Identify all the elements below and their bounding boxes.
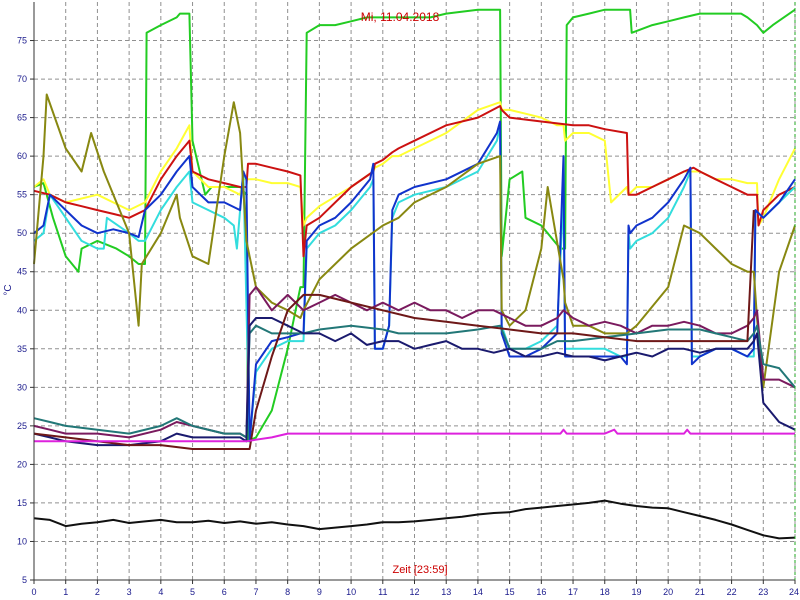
series-line-0	[33, 8, 796, 443]
x-axis-label: Zeit [23:59]	[392, 564, 447, 576]
x-tick-label-9: 9	[317, 587, 322, 597]
axes: 0 1 2 3 4 5 6 7 8 9 10 11 12 13 14 15 16 17 18 19 20 21 22 23 24…	[17, 2, 799, 597]
x-tick-label-13: 13	[441, 587, 451, 597]
y-tick-label-9: 50	[17, 228, 27, 238]
y-tick-label-13: 70	[17, 74, 27, 84]
x-tick-label-8: 8	[285, 587, 290, 597]
series-line-3	[33, 124, 796, 443]
series-line-10	[34, 428, 795, 443]
x-tick-label-1: 1	[63, 587, 68, 597]
series-line-11	[33, 499, 796, 540]
x-tick-label-23: 23	[758, 587, 768, 597]
y-tick-label-10: 55	[17, 190, 27, 200]
x-tick-label-7: 7	[253, 587, 258, 597]
x-tick-label-15: 15	[505, 587, 515, 597]
y-tick-label-3: 20	[17, 459, 27, 469]
x-tick-label-17: 17	[568, 587, 578, 597]
series-line-7	[33, 324, 796, 439]
y-axis-label: °C	[3, 284, 14, 295]
x-tick-label-24: 24	[789, 587, 799, 597]
y-tick-label-5: 30	[17, 382, 27, 392]
series-line-9	[33, 210, 755, 450]
chart-title: Mi, 11.04.2018	[361, 10, 440, 24]
series-line-4	[33, 120, 796, 443]
y-tick-label-0: 5	[22, 575, 27, 585]
y-tick-label-11: 60	[17, 151, 27, 161]
series-group	[33, 8, 796, 540]
y-tick-label-4: 25	[17, 421, 27, 431]
y-tick-label-14: 75	[17, 36, 27, 46]
x-tick-label-16: 16	[536, 587, 546, 597]
y-tick-label-1: 10	[17, 536, 27, 546]
x-tick-label-14: 14	[473, 587, 483, 597]
x-tick-label-20: 20	[663, 587, 673, 597]
x-tick-label-0: 0	[31, 587, 36, 597]
x-tick-label-11: 11	[378, 587, 387, 597]
series-line-5	[33, 93, 796, 389]
series-line-2	[33, 105, 796, 258]
y-tick-label-12: 65	[17, 113, 27, 123]
x-tick-label-5: 5	[190, 587, 195, 597]
x-tick-label-2: 2	[95, 587, 100, 597]
series-line-8	[33, 317, 796, 447]
y-tick-label-8: 45	[17, 267, 27, 277]
x-tick-label-4: 4	[158, 587, 163, 597]
x-tick-label-18: 18	[600, 587, 610, 597]
y-tick-label-2: 15	[17, 498, 27, 508]
x-tick-label-22: 22	[727, 587, 737, 597]
x-tick-label-19: 19	[631, 587, 641, 597]
x-tick-label-10: 10	[346, 587, 356, 597]
x-tick-label-3: 3	[127, 587, 132, 597]
x-tick-label-12: 12	[409, 587, 419, 597]
x-tick-label-6: 6	[222, 587, 227, 597]
x-tick-label-21: 21	[695, 587, 705, 597]
y-tick-label-6: 35	[17, 344, 27, 354]
y-tick-label-7: 40	[17, 305, 27, 315]
